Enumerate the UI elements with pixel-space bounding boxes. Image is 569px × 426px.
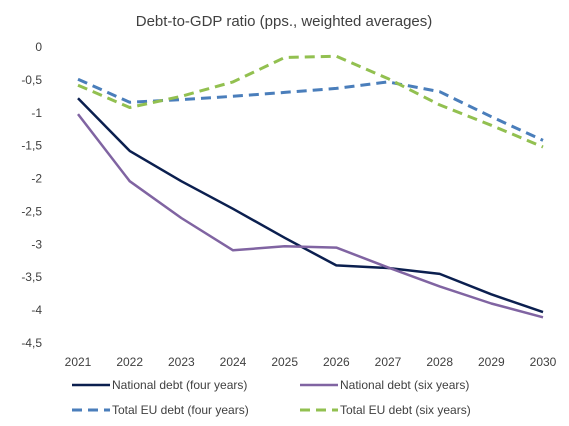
series-lines xyxy=(77,54,544,319)
x-axis-ticks: 2021 2022 2023 2024 2025 2026 2027 2028 2029 2030 xyxy=(65,355,557,369)
y-tick-label: -2 xyxy=(31,172,42,186)
y-tick-label: -3,5 xyxy=(21,270,42,284)
y-tick-label: -3 xyxy=(31,237,42,251)
y-tick-label: -1,5 xyxy=(21,139,42,153)
legend-label: National debt (six years) xyxy=(340,378,469,392)
y-tick-label: -1 xyxy=(31,106,42,120)
series-line-3 xyxy=(77,77,544,142)
x-tick-label: 2029 xyxy=(478,355,505,369)
x-tick-label: 2021 xyxy=(65,355,92,369)
legend: National debt (four years) National debt … xyxy=(72,378,471,417)
x-tick-label: 2025 xyxy=(271,355,298,369)
y-tick-label: -4,5 xyxy=(21,336,42,350)
series-line-1 xyxy=(77,97,544,314)
x-tick-label: 2030 xyxy=(530,355,557,369)
legend-label: Total EU debt (six years) xyxy=(340,403,471,417)
y-tick-label: -2,5 xyxy=(21,204,42,218)
legend-label: National debt (four years) xyxy=(112,378,247,392)
x-tick-label: 2024 xyxy=(220,355,247,369)
legend-label: Total EU debt (four years) xyxy=(112,403,249,417)
y-tick-label: 0 xyxy=(35,40,42,54)
x-tick-label: 2022 xyxy=(116,355,143,369)
series-line-4 xyxy=(77,54,544,149)
y-axis-ticks: 0 -0,5 -1 -1,5 -2 -2,5 -3 -3,5 -4 -4,5 xyxy=(21,40,42,350)
chart-title: Debt-to-GDP ratio (pps., weighted averag… xyxy=(136,13,433,30)
x-tick-label: 2026 xyxy=(323,355,350,369)
x-tick-label: 2027 xyxy=(375,355,402,369)
y-tick-label: -0,5 xyxy=(21,73,42,87)
x-tick-label: 2023 xyxy=(168,355,195,369)
y-tick-label: -4 xyxy=(31,303,42,317)
series-line-2 xyxy=(77,113,544,319)
x-tick-label: 2028 xyxy=(426,355,453,369)
